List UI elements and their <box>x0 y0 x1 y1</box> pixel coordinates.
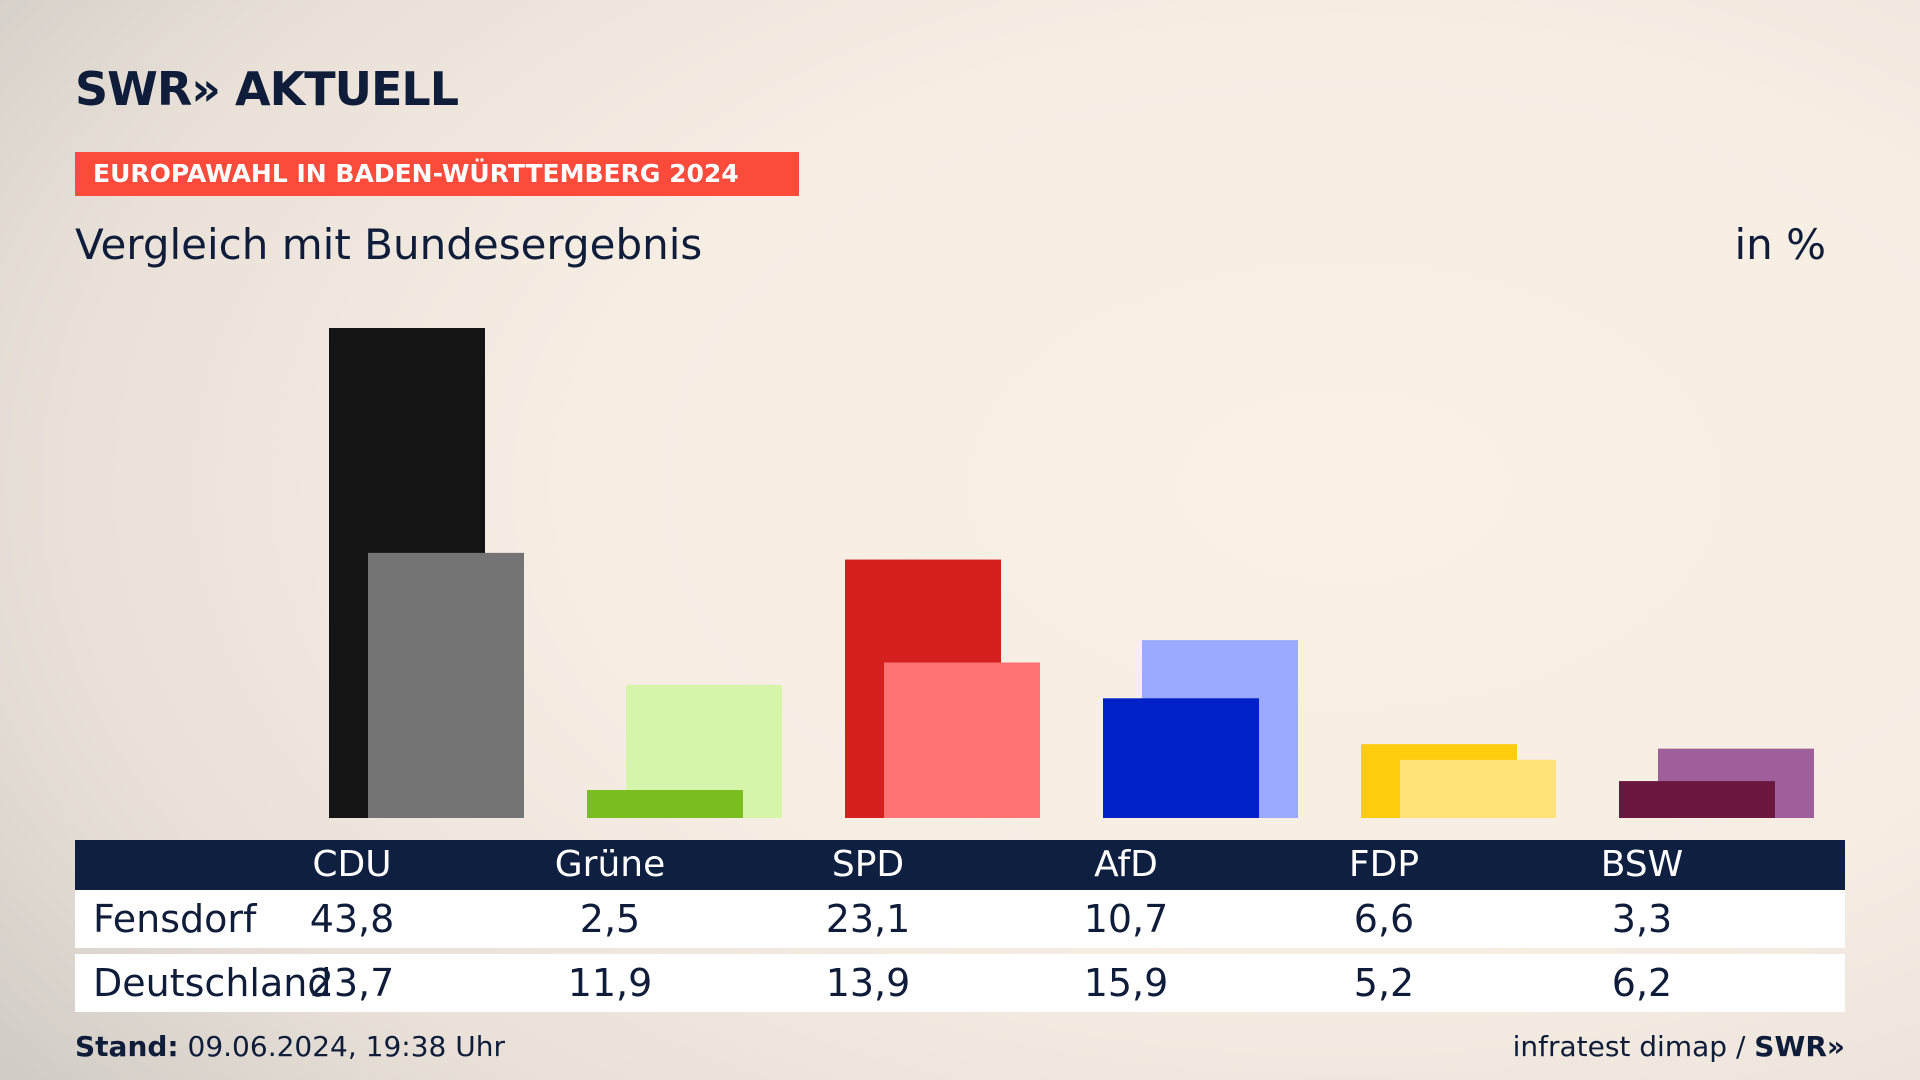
stand-value: 09.06.2024, 19:38 Uhr <box>187 1030 505 1063</box>
timestamp: Stand: 09.06.2024, 19:38 Uhr <box>75 1030 505 1063</box>
table-header: CDU Grüne SPD AfD FDP BSW <box>75 840 1845 890</box>
value-fensdorf-grüne: 2,5 <box>579 897 641 941</box>
table-row-deutschland: Deutschland 23,7 11,9 13,9 15,9 5,2 6,2 <box>75 954 1845 1012</box>
results-table: CDU Grüne SPD AfD FDP BSW Fensdorf 43,8 2,5 23,… <box>75 840 1845 1012</box>
value-deutschland-grüne: 11,9 <box>567 961 653 1005</box>
header-grüne: Grüne <box>554 844 666 885</box>
bar-fensdorf-bsw <box>1619 781 1775 818</box>
value-fensdorf-bsw: 3,3 <box>1611 897 1673 941</box>
source-text: infratest dimap / <box>1512 1030 1746 1063</box>
swr-aktuell-logo: SWR» AKTUELL <box>75 66 459 112</box>
row-label: Fensdorf <box>93 897 257 941</box>
bar-chart <box>329 328 1814 818</box>
swr-small-logo: SWR» <box>1754 1030 1845 1063</box>
value-fensdorf-fdp: 6,6 <box>1353 897 1415 941</box>
bar-deutschland-fdp <box>1400 759 1556 818</box>
bar-fensdorf-afd <box>1103 698 1259 818</box>
table-row-fensdorf: Fensdorf 43,8 2,5 23,1 10,7 6,6 3,3 <box>75 890 1845 948</box>
stand-label: Stand: <box>75 1030 179 1063</box>
value-fensdorf-cdu: 43,8 <box>309 897 395 941</box>
header-cdu: CDU <box>312 844 392 885</box>
header-bsw: BSW <box>1600 844 1684 885</box>
row-label: Deutschland <box>93 961 332 1005</box>
unit-label: in % <box>1734 220 1826 269</box>
header-fdp: FDP <box>1348 844 1420 885</box>
chart-subtitle: Vergleich mit Bundesergebnis <box>75 220 703 269</box>
header-afd: AfD <box>1094 844 1158 885</box>
value-fensdorf-afd: 10,7 <box>1083 897 1169 941</box>
election-tag: EUROPAWAHL IN BADEN-WÜRTTEMBERG 2024 <box>75 152 799 196</box>
value-deutschland-fdp: 5,2 <box>1353 961 1415 1005</box>
value-fensdorf-spd: 23,1 <box>825 897 911 941</box>
bar-deutschland-spd <box>884 662 1040 818</box>
value-deutschland-spd: 13,9 <box>825 961 911 1005</box>
bar-fensdorf-grüne <box>587 790 743 818</box>
header-spd: SPD <box>831 844 905 885</box>
logo-swr: SWR <box>75 62 192 116</box>
logo-aktuell: AKTUELL <box>235 62 459 116</box>
source: infratest dimap / SWR» <box>1513 1030 1845 1063</box>
value-deutschland-bsw: 6,2 <box>1611 961 1673 1005</box>
value-deutschland-afd: 15,9 <box>1083 961 1169 1005</box>
bar-deutschland-cdu <box>368 552 524 818</box>
value-deutschland-cdu: 23,7 <box>309 961 395 1005</box>
